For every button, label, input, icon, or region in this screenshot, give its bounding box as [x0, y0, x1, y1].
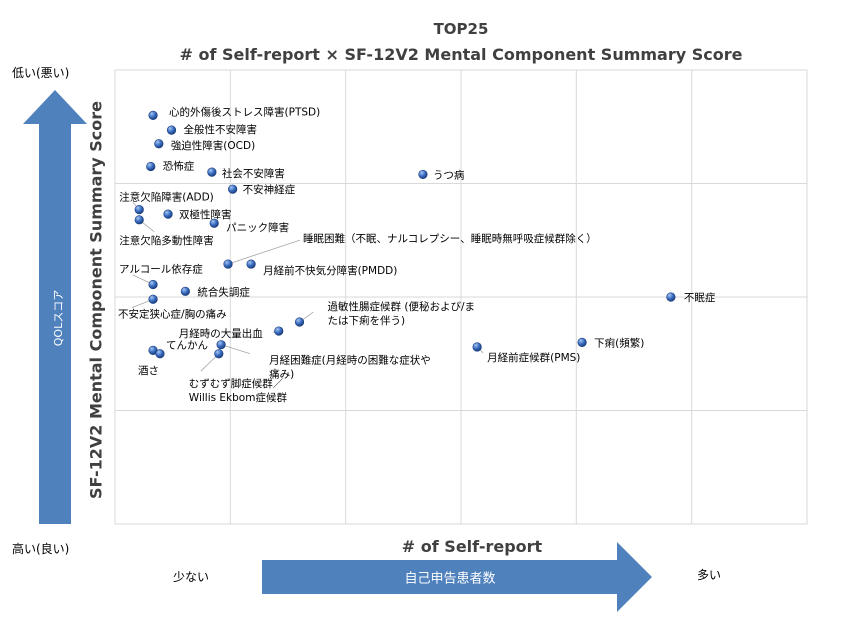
self-report-arrow-label: 自己申告患者数 — [404, 571, 496, 587]
data-point — [472, 342, 482, 352]
point-label: 過敏性腸症候群 (便秘および/または下痢を伴う) — [328, 300, 475, 327]
point-label: むずむず脚症候群／ Willis Ekbom症候群 — [189, 377, 288, 404]
point-label: 統合失調症 — [197, 285, 250, 298]
point-label: てんかん — [166, 339, 208, 351]
data-point — [274, 326, 284, 336]
point-label: 不眠症 — [684, 291, 716, 304]
point-label: 月経困難症(月経時の困難な症状や痛み) — [269, 354, 431, 381]
point-label: 下痢(頻繁) — [594, 336, 644, 349]
data-points — [134, 110, 676, 359]
point-label: 注意欠陥障害(ADD) — [119, 191, 214, 204]
point-label: うつ病 — [433, 168, 465, 181]
data-point — [148, 294, 158, 304]
data-point — [214, 349, 224, 359]
data-point — [134, 205, 144, 215]
data-point — [166, 125, 177, 135]
point-label: 注意欠陥多動性障害 — [119, 234, 214, 247]
data-point — [155, 349, 165, 359]
y-axis-title: SF-12V2 Mental Component Summary Score — [86, 100, 106, 500]
data-point — [577, 337, 587, 348]
point-label: 全般性不安障害 — [184, 123, 258, 136]
x-left-label: 少ない — [173, 570, 210, 584]
data-point — [666, 292, 676, 302]
chart-subtitle: # of Self-report × SF-12V2 Mental Compon… — [179, 45, 743, 64]
y-bottom-label: 高い(良い) — [12, 542, 70, 556]
data-point — [207, 167, 217, 177]
data-point — [148, 279, 158, 290]
qol-arrow — [23, 90, 87, 524]
y-top-label: 低い(悪い) — [12, 66, 70, 80]
data-point — [216, 340, 226, 350]
data-point — [209, 218, 219, 228]
qol-arrow-label: QOLスコア — [52, 289, 65, 347]
data-point — [146, 161, 156, 172]
point-label: 心的外傷後ストレス障害(PTSD) — [169, 105, 320, 118]
point-label: 月経前不快気分障害(PMDD) — [263, 264, 397, 277]
self-report-arrow — [262, 542, 652, 612]
point-label: 月経時の大量出血 — [179, 327, 263, 340]
point-label: 恐怖症 — [163, 159, 195, 172]
data-point — [246, 259, 256, 269]
data-point — [418, 169, 428, 180]
chart-title: TOP25 — [433, 20, 489, 38]
data-point — [180, 286, 190, 296]
data-point — [294, 317, 305, 327]
x-right-label: 多い — [697, 568, 722, 582]
data-point — [134, 215, 144, 225]
data-point — [163, 209, 173, 219]
point-label: 双極性障害 — [179, 208, 232, 221]
point-label: 社会不安障害 — [222, 167, 285, 180]
point-label: 酒さ — [138, 364, 159, 377]
point-label: 不安神経症 — [243, 183, 296, 196]
data-point — [154, 139, 164, 149]
data-point — [228, 184, 238, 194]
data-point — [223, 259, 233, 269]
leader-line — [220, 344, 251, 355]
point-label: パニック障害 — [226, 221, 289, 234]
point-label: 月経前症候群(PMS) — [487, 351, 580, 364]
point-label: アルコール依存症 — [119, 263, 203, 276]
plot-grid — [114, 69, 808, 525]
leader-line — [227, 239, 301, 265]
x-axis-title: # of Self-report — [401, 537, 543, 556]
point-label: 強迫性障害(OCD) — [171, 139, 255, 152]
point-label: 不安定狭心症/胸の痛み — [118, 307, 227, 320]
point-label: 睡眠困難（不眠、ナルコレプシー、睡眠時無呼吸症候群除く） — [303, 232, 597, 245]
data-point — [148, 110, 158, 120]
